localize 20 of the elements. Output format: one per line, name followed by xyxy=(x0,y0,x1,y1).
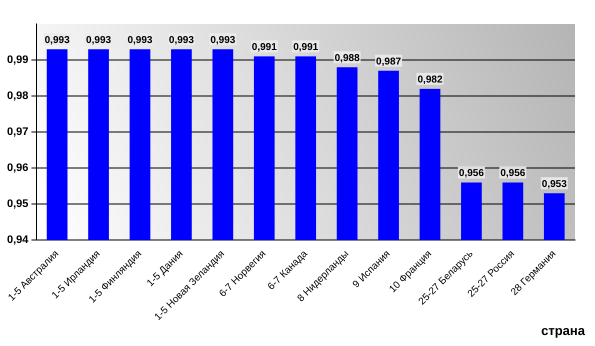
data-label: 0,987 xyxy=(376,56,402,68)
y-tick-label: 0,94 xyxy=(6,234,30,246)
data-label: 0,993 xyxy=(210,34,236,46)
data-label: 0,993 xyxy=(127,34,153,46)
y-tick-label: 0,98 xyxy=(6,90,28,102)
y-tick-label: 0,99 xyxy=(6,54,28,66)
y-tick-label: 0,97 xyxy=(6,126,28,138)
x-axis-title: страна xyxy=(541,323,586,338)
data-label: 0,988 xyxy=(334,52,360,64)
data-label: 0,991 xyxy=(252,42,278,54)
data-label: 0,982 xyxy=(417,74,443,86)
data-label: 0,956 xyxy=(458,168,484,180)
data-label: 0,993 xyxy=(86,34,112,46)
y-tick-label: 0,95 xyxy=(6,198,28,210)
data-label: 0,956 xyxy=(500,168,526,180)
data-label: 0,953 xyxy=(542,178,568,190)
data-label: 0,991 xyxy=(293,42,319,54)
data-label: 0,993 xyxy=(168,34,194,46)
y-tick-label: 0,96 xyxy=(6,162,28,174)
data-label: 0,993 xyxy=(44,34,70,46)
